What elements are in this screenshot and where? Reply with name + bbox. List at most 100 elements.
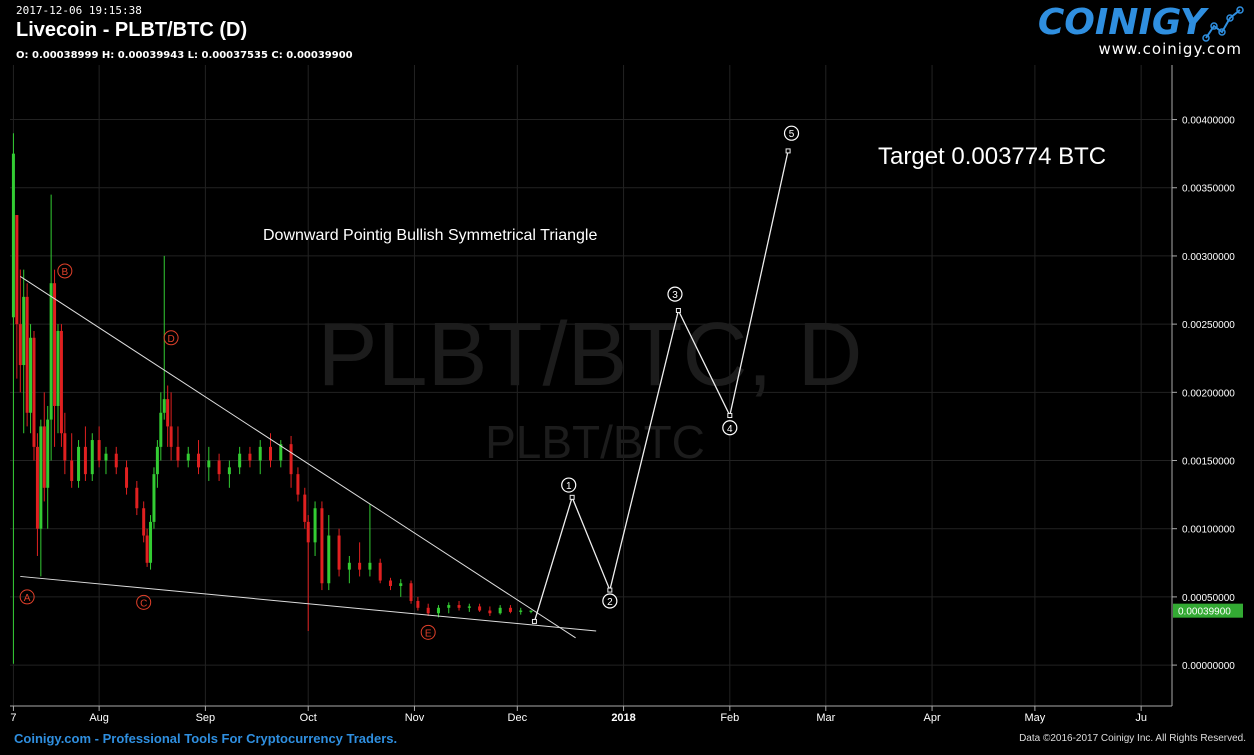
candle xyxy=(409,580,413,604)
candle xyxy=(447,602,451,614)
y-tick-label: 0.00400000 xyxy=(1182,116,1235,127)
pattern-annotation: Downward Pointig Bullish Symmetrical Tri… xyxy=(263,227,597,244)
trendlines xyxy=(20,275,597,639)
wave-label-text: A xyxy=(24,593,31,604)
wave-projection xyxy=(531,148,791,624)
projection-label-circle xyxy=(783,125,800,141)
candle-body xyxy=(145,535,149,563)
axes: 0.00400000 0.00350000 0.00300000 0.00250000… xyxy=(10,65,1243,724)
candle xyxy=(303,487,307,529)
candle xyxy=(238,446,242,475)
wave-label-text: B xyxy=(62,267,69,278)
candle-body xyxy=(306,521,310,543)
candle xyxy=(457,600,461,611)
projection-vertex xyxy=(675,307,681,313)
target-annotation: Target 0.003774 BTC xyxy=(878,143,1106,170)
candle-body xyxy=(358,562,362,570)
wave-label-text: D xyxy=(167,334,174,345)
candle xyxy=(207,446,211,481)
projection-label-circle xyxy=(722,420,738,436)
candle-body xyxy=(166,399,170,427)
candle xyxy=(306,515,310,631)
candle-body xyxy=(409,583,413,601)
candle-body xyxy=(135,487,139,509)
candle xyxy=(327,515,331,591)
candle xyxy=(35,433,39,556)
candle xyxy=(399,579,403,597)
candle xyxy=(467,603,471,612)
brand-url[interactable]: www.coinigy.com xyxy=(1098,40,1242,58)
candle xyxy=(227,460,231,488)
footer-tagline[interactable]: Coinigy.com - Professional Tools For Cry… xyxy=(14,731,398,746)
wave-label-circle xyxy=(163,330,179,346)
candle xyxy=(32,330,36,461)
candle xyxy=(59,324,63,447)
candle xyxy=(46,405,50,529)
candle xyxy=(169,392,173,461)
candle-body xyxy=(22,296,26,366)
candle-body xyxy=(269,446,273,461)
candle-body xyxy=(313,508,317,543)
chart-title: Livecoin - PLBT/BTC (D) xyxy=(16,19,248,41)
candle-body xyxy=(125,467,129,488)
candle-body xyxy=(227,467,231,475)
brand-logo[interactable]: COINIGY www.coinigy.com xyxy=(1038,2,1246,58)
wave-label-E: E xyxy=(420,624,436,640)
candle xyxy=(320,501,324,591)
wave-label-B: B xyxy=(57,263,73,279)
candle-body xyxy=(104,453,108,461)
candle-body xyxy=(32,337,36,447)
candle-body xyxy=(29,337,33,413)
candle xyxy=(152,467,156,529)
x-tick-label: Ju xyxy=(1135,712,1147,724)
candle-body xyxy=(457,605,461,608)
candle xyxy=(337,528,341,577)
candle-body xyxy=(46,419,50,488)
candle-body xyxy=(53,283,57,406)
candle-body xyxy=(258,446,262,461)
wave-label-A: A xyxy=(19,589,35,605)
candle xyxy=(104,446,108,475)
x-tick-label: May xyxy=(1025,712,1046,724)
trendline-lower xyxy=(20,575,597,632)
candle xyxy=(142,501,146,543)
candle xyxy=(18,269,22,393)
candle xyxy=(358,542,362,577)
candle-body xyxy=(152,474,156,522)
candle xyxy=(426,603,430,616)
candle-body xyxy=(368,562,372,570)
candle-body xyxy=(238,453,242,468)
candle-body xyxy=(467,606,471,608)
wave-label-text: C xyxy=(140,598,147,609)
y-tick-label: 0.00050000 xyxy=(1182,593,1235,604)
candle xyxy=(135,480,139,516)
wave-label-text: E xyxy=(425,628,432,639)
candle xyxy=(39,419,43,577)
x-tick-label: Aug xyxy=(89,712,109,724)
candle-body xyxy=(388,580,392,586)
candle-body xyxy=(279,444,283,461)
candle xyxy=(149,515,153,570)
candle-body xyxy=(337,535,341,570)
candle xyxy=(22,269,26,434)
candle-body xyxy=(18,324,22,366)
candle-body xyxy=(63,433,67,461)
projection-vertex xyxy=(531,618,537,624)
candle-body xyxy=(289,444,293,475)
projection-label-3: 3 xyxy=(667,286,683,302)
projection-label-text: 1 xyxy=(566,481,572,492)
wave-label-circle xyxy=(420,624,436,640)
candle-body xyxy=(90,440,94,475)
candle-body xyxy=(42,426,46,488)
candle xyxy=(125,460,129,495)
wave-label-D: D xyxy=(163,330,179,346)
x-tick-label: Apr xyxy=(923,712,940,724)
candle xyxy=(388,577,392,591)
candle xyxy=(15,215,19,379)
wave-label-circle xyxy=(136,594,152,610)
candle xyxy=(478,603,482,612)
candle-body xyxy=(97,440,101,461)
watermark-large: PLBT/BTC, D xyxy=(317,305,862,405)
watermark-small: PLBT/BTC xyxy=(485,416,705,468)
